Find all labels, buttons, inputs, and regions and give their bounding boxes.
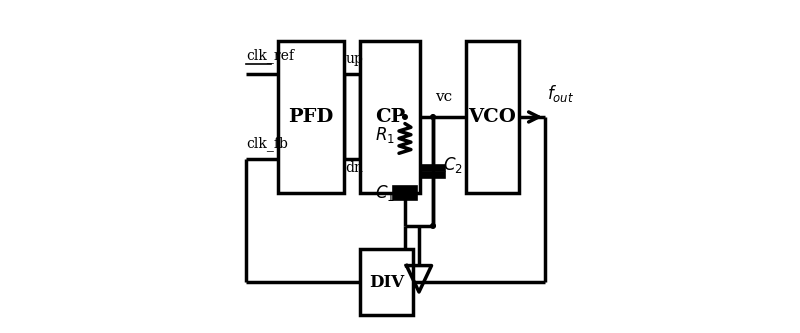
Text: CP: CP <box>375 108 406 126</box>
Text: $f_{out}$: $f_{out}$ <box>547 83 574 104</box>
Bar <box>466 41 519 193</box>
Text: $R_1$: $R_1$ <box>375 125 395 145</box>
Text: vc: vc <box>434 90 452 104</box>
Text: clk_fb: clk_fb <box>246 137 288 151</box>
Text: clk_ref: clk_ref <box>246 48 294 63</box>
Text: dn: dn <box>346 161 363 175</box>
Text: up: up <box>346 52 363 66</box>
Circle shape <box>430 115 435 119</box>
Text: VCO: VCO <box>469 108 516 126</box>
Text: DIV: DIV <box>370 274 404 291</box>
Text: PFD: PFD <box>288 108 334 126</box>
Text: $C_2$: $C_2$ <box>443 155 462 175</box>
Bar <box>278 41 344 193</box>
Circle shape <box>402 115 407 119</box>
Circle shape <box>430 224 435 228</box>
Text: $C_1$: $C_1$ <box>375 183 395 203</box>
Bar <box>360 41 420 193</box>
Bar <box>360 249 414 315</box>
